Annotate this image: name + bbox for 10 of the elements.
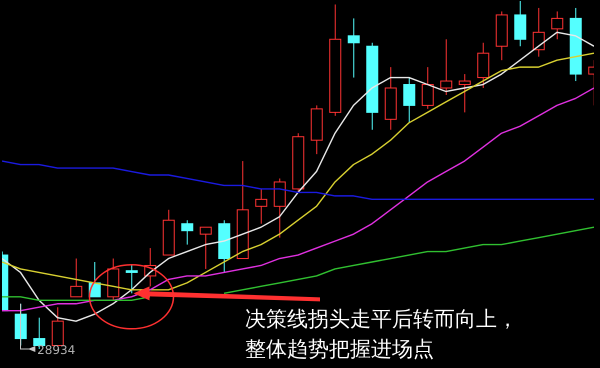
candlestick	[458, 74, 471, 113]
candlestick	[384, 66, 397, 130]
candlestick	[477, 42, 490, 88]
annotation: 28934	[37, 343, 76, 357]
candlestick	[570, 7, 582, 82]
annotation: 整体趋势把握进场点	[245, 337, 434, 361]
candlestick	[255, 188, 268, 224]
candlestick	[551, 10, 564, 40]
candlestick	[348, 18, 360, 78]
annotation: 决策线拐头走平后转而向上，	[245, 307, 518, 331]
